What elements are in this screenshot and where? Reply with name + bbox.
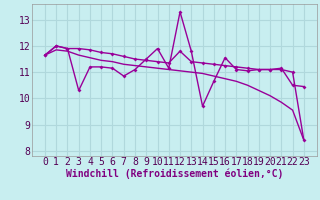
X-axis label: Windchill (Refroidissement éolien,°C): Windchill (Refroidissement éolien,°C) [66, 169, 283, 179]
